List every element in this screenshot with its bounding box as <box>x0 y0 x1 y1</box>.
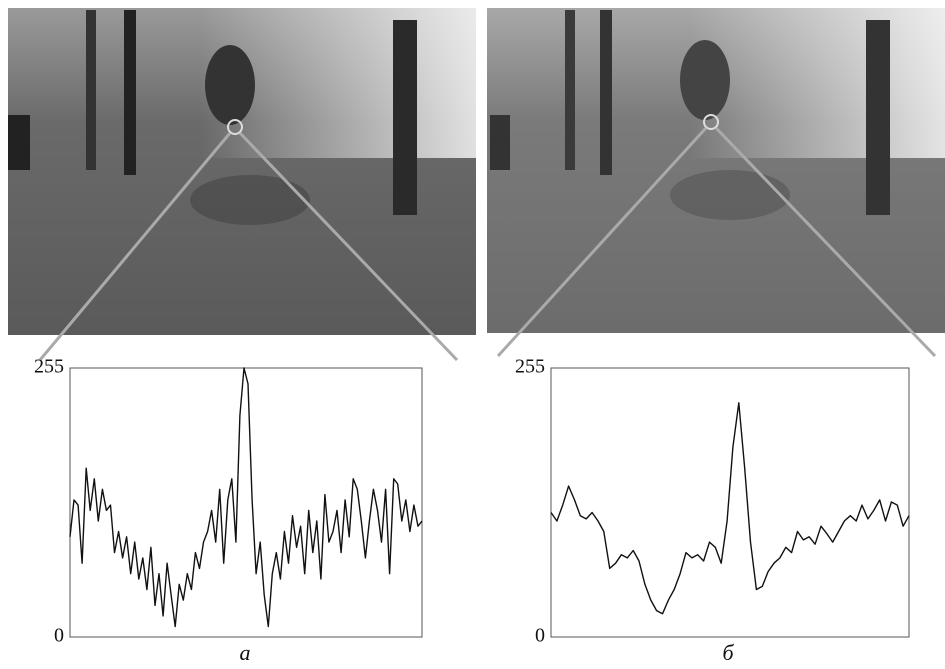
y-tick-label: 0 <box>535 625 545 647</box>
photo-right <box>487 8 945 333</box>
y-tick-label: 255 <box>34 356 64 378</box>
photo-left <box>8 8 476 335</box>
caption: б <box>722 640 734 665</box>
data-line <box>69 367 423 628</box>
zoom-guides <box>38 114 937 362</box>
plot-frame <box>550 367 910 638</box>
caption: а <box>240 640 251 665</box>
y-tick-label: 0 <box>54 625 64 647</box>
plot-frame <box>69 367 423 638</box>
y-tick-label: 255 <box>515 356 545 378</box>
data-line <box>550 402 910 615</box>
